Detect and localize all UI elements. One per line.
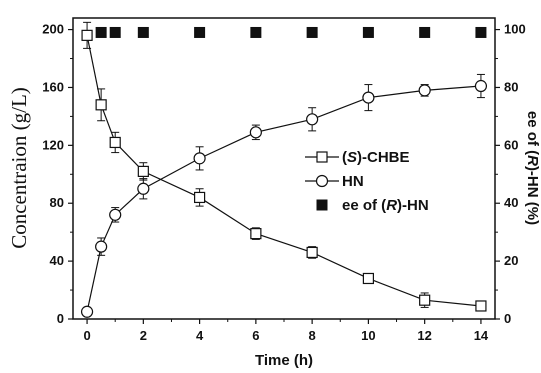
- marker-2: [362, 26, 374, 38]
- x-tick-label: 2: [140, 328, 147, 343]
- x-tick-label: 12: [417, 328, 431, 343]
- x-tick-label: 6: [252, 328, 259, 343]
- marker-0: [81, 29, 93, 41]
- series-2: [95, 26, 487, 38]
- y-right-tick-label: 40: [504, 195, 518, 210]
- y-right-tick-label: 20: [504, 253, 518, 268]
- x-tick-label: 4: [196, 328, 204, 343]
- marker-1: [109, 208, 122, 221]
- legend-label-s-chbe: (S)-CHBE: [342, 149, 410, 166]
- y-left-tick-label: 80: [50, 195, 64, 210]
- marker-0: [109, 136, 121, 149]
- marker-1: [193, 152, 206, 165]
- marker-2: [95, 26, 107, 38]
- marker-2: [137, 26, 149, 38]
- marker-2: [250, 26, 262, 38]
- legend-marker-ee: [316, 199, 328, 211]
- marker-0: [419, 294, 431, 306]
- x-tick-label: 8: [309, 328, 316, 343]
- right-label-r: R: [524, 155, 541, 166]
- right-axis: 0 20 40 60 80 100: [495, 22, 526, 326]
- marker-2: [306, 26, 318, 38]
- series-layer: [80, 21, 488, 318]
- series-1: [80, 73, 488, 318]
- legend-item-ee: ee of (R)-HN: [316, 197, 429, 214]
- marker-1: [80, 305, 94, 318]
- marker-1: [362, 91, 375, 104]
- y-left-tick-label: 160: [42, 79, 64, 94]
- legend-item-hn: HN: [305, 173, 364, 190]
- y-right-tick-label: 60: [504, 137, 518, 152]
- y-axis-left-label: Concentraion (g/L): [7, 87, 31, 249]
- marker-0: [95, 99, 107, 111]
- marker-2: [419, 26, 431, 38]
- marker-2: [475, 26, 487, 38]
- series-line-0: [86, 35, 481, 307]
- legend-s-letter: S: [347, 149, 357, 166]
- right-label-suffix: )-HN (%): [524, 166, 541, 225]
- legend-ee-prefix: ee of (: [342, 197, 386, 214]
- series-0: [81, 21, 487, 312]
- legend-s-prefix: (: [342, 149, 347, 166]
- marker-1: [474, 79, 488, 93]
- marker-1: [137, 182, 150, 195]
- marker-1: [306, 113, 319, 126]
- marker-0: [137, 165, 149, 177]
- y-right-tick-label: 80: [504, 79, 518, 94]
- right-label-prefix: ee of (: [524, 111, 541, 155]
- legend-marker-s-chbe: [316, 151, 328, 163]
- y-axis-right-label: ee of (R)-HN (%): [524, 111, 541, 225]
- marker-1: [95, 240, 108, 253]
- marker-0: [362, 272, 374, 285]
- marker-1: [249, 126, 262, 139]
- marker-0: [475, 300, 487, 312]
- marker-0: [194, 191, 206, 204]
- x-tick-label: 14: [474, 328, 489, 343]
- plot-border: [72, 17, 496, 320]
- left-axis: 0 40 80 120 160 200: [42, 22, 73, 326]
- x-tick-label: 10: [361, 328, 375, 343]
- legend-item-s-chbe: (S)-CHBE: [305, 149, 410, 166]
- y-left-tick-label: 0: [57, 311, 64, 326]
- marker-1: [418, 84, 431, 97]
- plot-frame: [72, 17, 496, 320]
- marker-2: [194, 26, 206, 38]
- legend: (S)-CHBE HN ee of (R)-HN: [305, 149, 429, 214]
- y-left-tick-label: 120: [42, 137, 64, 152]
- x-tick-label: 0: [83, 328, 90, 343]
- legend-marker-hn: [315, 174, 329, 188]
- series-line-1: [86, 85, 481, 312]
- marker-0: [306, 246, 318, 259]
- y-right-tick-label: 0: [504, 311, 511, 326]
- bottom-axis: 0 2 4 6 8 10 12 14: [83, 319, 489, 343]
- legend-label-hn: HN: [342, 173, 364, 190]
- y-left-tick-label: 40: [50, 253, 64, 268]
- legend-ee-suffix: )-HN: [397, 197, 429, 214]
- y-left-tick-label: 200: [42, 22, 64, 37]
- marker-0: [250, 228, 262, 240]
- y-right-tick-label: 100: [504, 22, 526, 37]
- x-axis-label: Time (h): [255, 352, 313, 369]
- legend-label-ee: ee of (R)-HN: [342, 197, 429, 214]
- legend-ee-letter: R: [386, 197, 397, 214]
- marker-2: [109, 26, 121, 38]
- legend-s-suffix: )-CHBE: [357, 149, 410, 166]
